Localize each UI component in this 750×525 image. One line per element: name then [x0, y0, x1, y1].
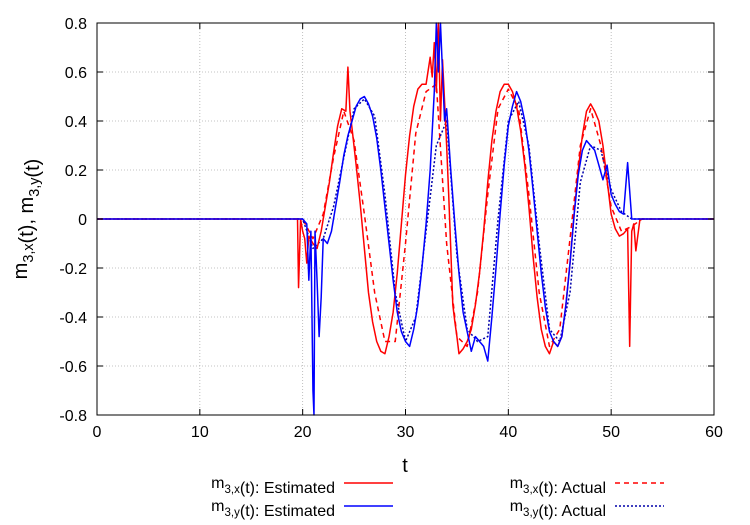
x-axis-label: t	[402, 455, 408, 477]
y-tick-label: -0.6	[59, 359, 87, 376]
x-tick-label: 20	[294, 424, 312, 441]
y-tick-label: -0.2	[59, 261, 87, 278]
series-layer	[97, 22, 714, 416]
y-tick-label: 0.6	[65, 65, 87, 82]
x-tick-label: 0	[93, 424, 102, 441]
y-tick-label: 0.2	[65, 163, 87, 180]
legend-label: m3,x(t): Estimated	[211, 475, 335, 497]
x-tick-label: 60	[705, 424, 723, 441]
legend-label: m3,y(t): Estimated	[211, 498, 335, 520]
x-tick-label: 10	[191, 424, 209, 441]
series-line-3	[97, 98, 714, 343]
y-tick-label: 0.4	[65, 114, 87, 131]
series-line-0	[97, 22, 714, 355]
x-tick-label: 50	[602, 424, 620, 441]
legend-label: m3,y(t): Actual	[510, 498, 606, 520]
x-tick-label: 40	[499, 424, 517, 441]
x-axis: 0 10 20 30 40 50 60	[93, 23, 723, 441]
series-line-1	[97, 22, 714, 416]
y-tick-label: -0.8	[59, 408, 87, 425]
y-tick-label: 0	[78, 212, 87, 229]
x-tick-label: 30	[397, 424, 415, 441]
y-axis-label: m3,x(t), m3,y(t)	[10, 159, 44, 280]
y-tick-label: -0.4	[59, 310, 87, 327]
legend-label: m3,x(t): Actual	[510, 475, 606, 497]
y-axis: -0.8 -0.6 -0.4 -0.2 0 0.2 0.4 0.6 0.8	[59, 16, 714, 425]
y-tick-label: 0.8	[65, 16, 87, 33]
